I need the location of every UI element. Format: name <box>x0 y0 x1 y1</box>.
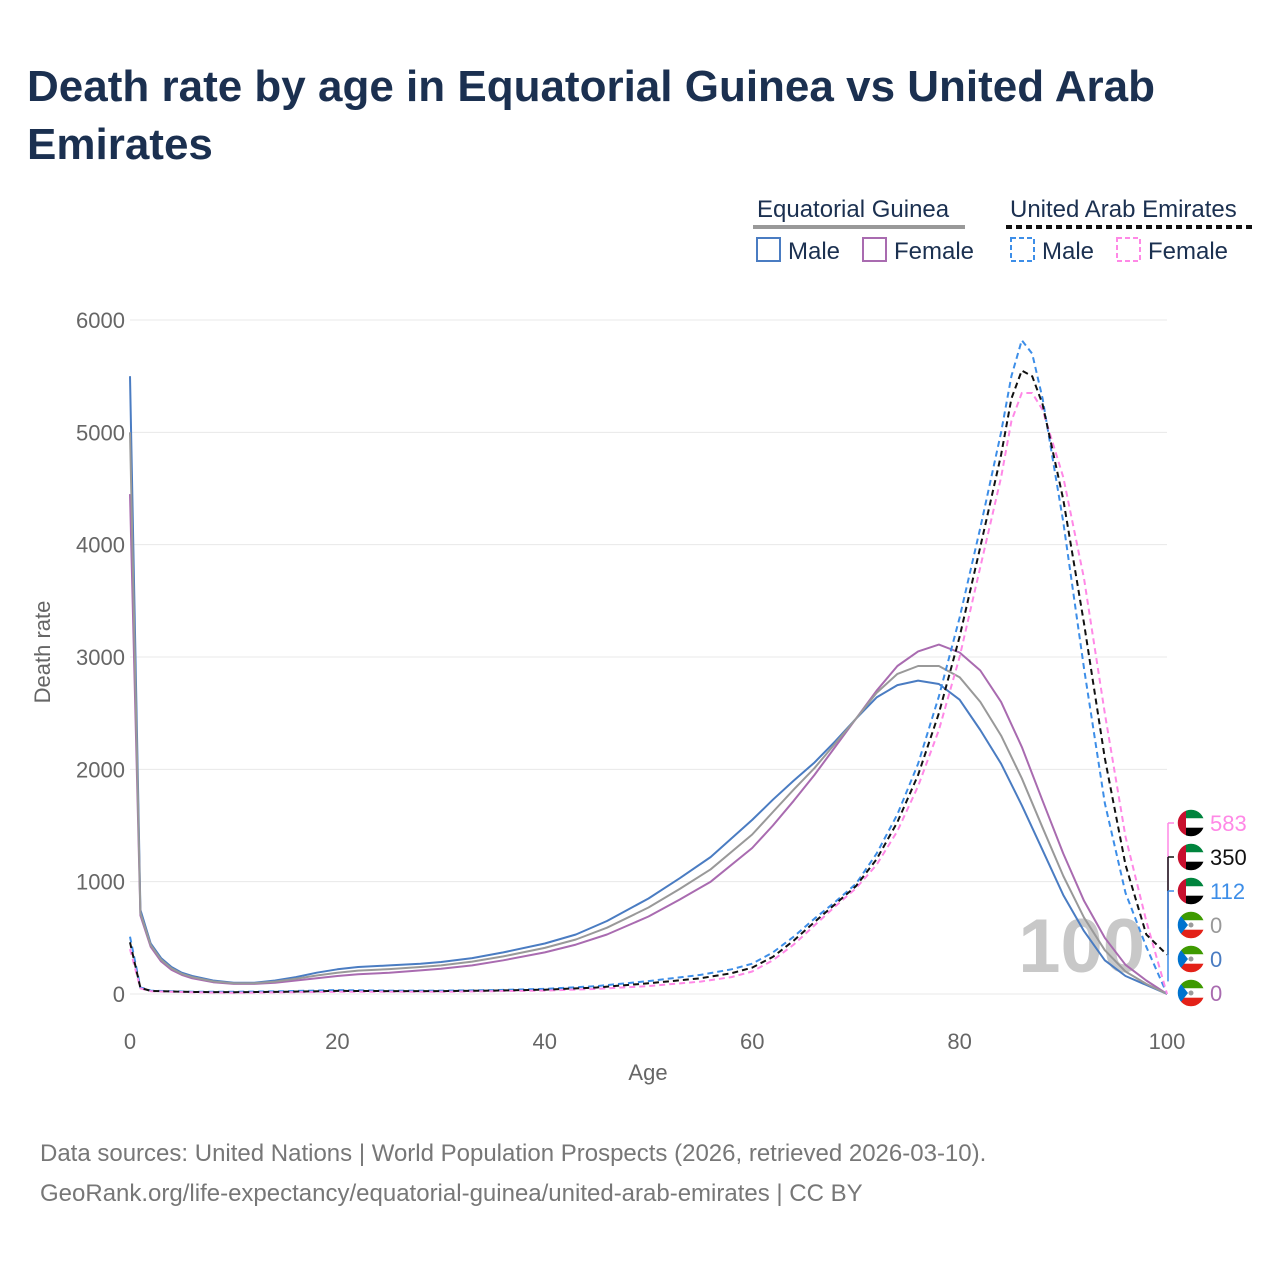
y-tick-label: 0 <box>113 982 125 1007</box>
chart-title: Death rate by age in Equatorial Guinea v… <box>27 62 1155 169</box>
equatorial-guinea-flag-icon <box>1177 979 1205 1007</box>
flag-ring <box>1176 808 1206 838</box>
x-axis: 0 20 40 60 80 100 <box>124 1029 1185 1054</box>
end-label-equatorial-guinea-male: 0 <box>1210 947 1222 972</box>
series-line-equatorial-guinea-total <box>129 432 1168 995</box>
legend-eg-female-swatch <box>862 237 887 262</box>
flag-ring <box>1176 842 1206 872</box>
series-line-united-arab-emirates-male <box>129 339 1168 995</box>
legend-uae-male: Male <box>1042 238 1094 265</box>
flag-ring <box>1176 944 1206 974</box>
grid-lines <box>130 319 1167 995</box>
equatorial-guinea-flag-icon <box>1177 911 1205 939</box>
x-tick-label: 20 <box>325 1029 349 1054</box>
flag-ring <box>1176 978 1206 1008</box>
series-line-united-arab-emirates-total <box>129 369 1168 994</box>
uae-flag-icon <box>1177 809 1205 837</box>
legend-group-equatorial-guinea: Equatorial Guinea <box>757 196 950 223</box>
end-label-united-arab-emirates-female: 583 <box>1210 811 1247 836</box>
series-line-united-arab-emirates-female <box>129 392 1168 995</box>
source-url[interactable]: GeoRank.org/life-expectancy/equatorial-g… <box>40 1180 863 1207</box>
x-tick-label: 60 <box>740 1029 764 1054</box>
series-lines <box>129 339 1168 995</box>
legend-eg-male: Male <box>788 238 840 265</box>
x-tick-label: 100 <box>1149 1029 1186 1054</box>
flag-ring <box>1176 910 1206 940</box>
x-axis-label: Age <box>628 1060 667 1085</box>
y-axis: 0 1000 2000 3000 4000 5000 6000 <box>76 308 125 1007</box>
flag-ring <box>1176 876 1206 906</box>
x-tick-label: 40 <box>533 1029 557 1054</box>
y-tick-label: 2000 <box>76 757 125 782</box>
end-labels: 583 350 112 0 0 0 <box>1167 808 1247 1008</box>
legend-uae-female-swatch <box>1116 237 1141 262</box>
legend-eg-female: Female <box>894 238 974 265</box>
equatorial-guinea-flag-icon <box>1177 945 1205 973</box>
y-tick-label: 5000 <box>76 420 125 445</box>
end-label-equatorial-guinea-female: 0 <box>1210 981 1222 1006</box>
y-tick-label: 6000 <box>76 308 125 333</box>
end-label-equatorial-guinea-total: 0 <box>1210 913 1222 938</box>
legend-uae-male-swatch <box>1010 237 1035 262</box>
y-tick-label: 3000 <box>76 645 125 670</box>
y-tick-label: 1000 <box>76 870 125 895</box>
end-label-united-arab-emirates-male: 112 <box>1210 879 1245 904</box>
y-axis-label: Death rate <box>30 601 55 704</box>
series-line-equatorial-guinea-female <box>129 494 1168 995</box>
legend-uae-female: Female <box>1148 238 1228 265</box>
uae-flag-icon <box>1177 843 1205 871</box>
end-label-united-arab-emirates-total: 350 <box>1210 845 1247 870</box>
source-line: Data sources: United Nations | World Pop… <box>40 1140 987 1167</box>
uae-flag-icon <box>1177 877 1205 905</box>
x-tick-label: 0 <box>124 1029 136 1054</box>
y-tick-label: 4000 <box>76 533 125 558</box>
legend-group-uae: United Arab Emirates <box>1010 196 1237 223</box>
legend-eg-male-swatch <box>756 237 781 262</box>
x-tick-label: 80 <box>947 1029 971 1054</box>
legend: Equatorial Guinea United Arab Emirates Mal… <box>753 196 1253 265</box>
series-line-equatorial-guinea-male <box>129 376 1168 995</box>
